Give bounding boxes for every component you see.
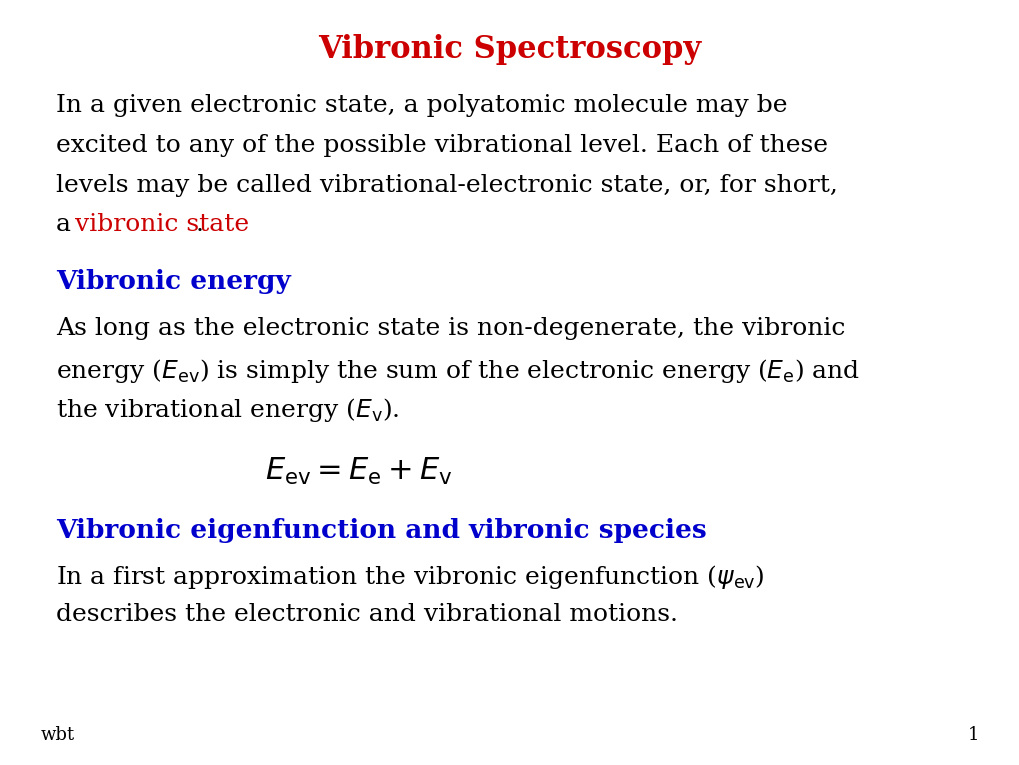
Text: a: a <box>56 213 79 236</box>
Text: Vibronic Spectroscopy: Vibronic Spectroscopy <box>318 34 701 66</box>
Text: the vibrational energy ($E_\mathrm{v}$).: the vibrational energy ($E_\mathrm{v}$). <box>56 396 399 425</box>
Text: 1: 1 <box>967 725 978 744</box>
Text: Vibronic energy: Vibronic energy <box>56 269 290 294</box>
Text: Vibronic eigenfunction and vibronic species: Vibronic eigenfunction and vibronic spec… <box>56 518 706 542</box>
Text: excited to any of the possible vibrational level. Each of these: excited to any of the possible vibration… <box>56 134 827 157</box>
Text: describes the electronic and vibrational motions.: describes the electronic and vibrational… <box>56 604 678 627</box>
Text: vibronic state: vibronic state <box>75 213 250 236</box>
Text: $E_\mathrm{ev} = E_\mathrm{e} + E_\mathrm{v}$: $E_\mathrm{ev} = E_\mathrm{e} + E_\mathr… <box>265 456 452 487</box>
Text: In a given electronic state, a polyatomic molecule may be: In a given electronic state, a polyatomi… <box>56 94 787 117</box>
Text: .: . <box>196 213 204 236</box>
Text: levels may be called vibrational-electronic state, or, for short,: levels may be called vibrational-electro… <box>56 174 838 197</box>
Text: As long as the electronic state is non-degenerate, the vibronic: As long as the electronic state is non-d… <box>56 317 845 340</box>
Text: In a first approximation the vibronic eigenfunction ($\psi_\mathrm{ev}$): In a first approximation the vibronic ei… <box>56 564 764 591</box>
Text: wbt: wbt <box>41 725 74 744</box>
Text: energy ($E_\mathrm{ev}$) is simply the sum of the electronic energy ($E_\mathrm{: energy ($E_\mathrm{ev}$) is simply the s… <box>56 356 859 385</box>
